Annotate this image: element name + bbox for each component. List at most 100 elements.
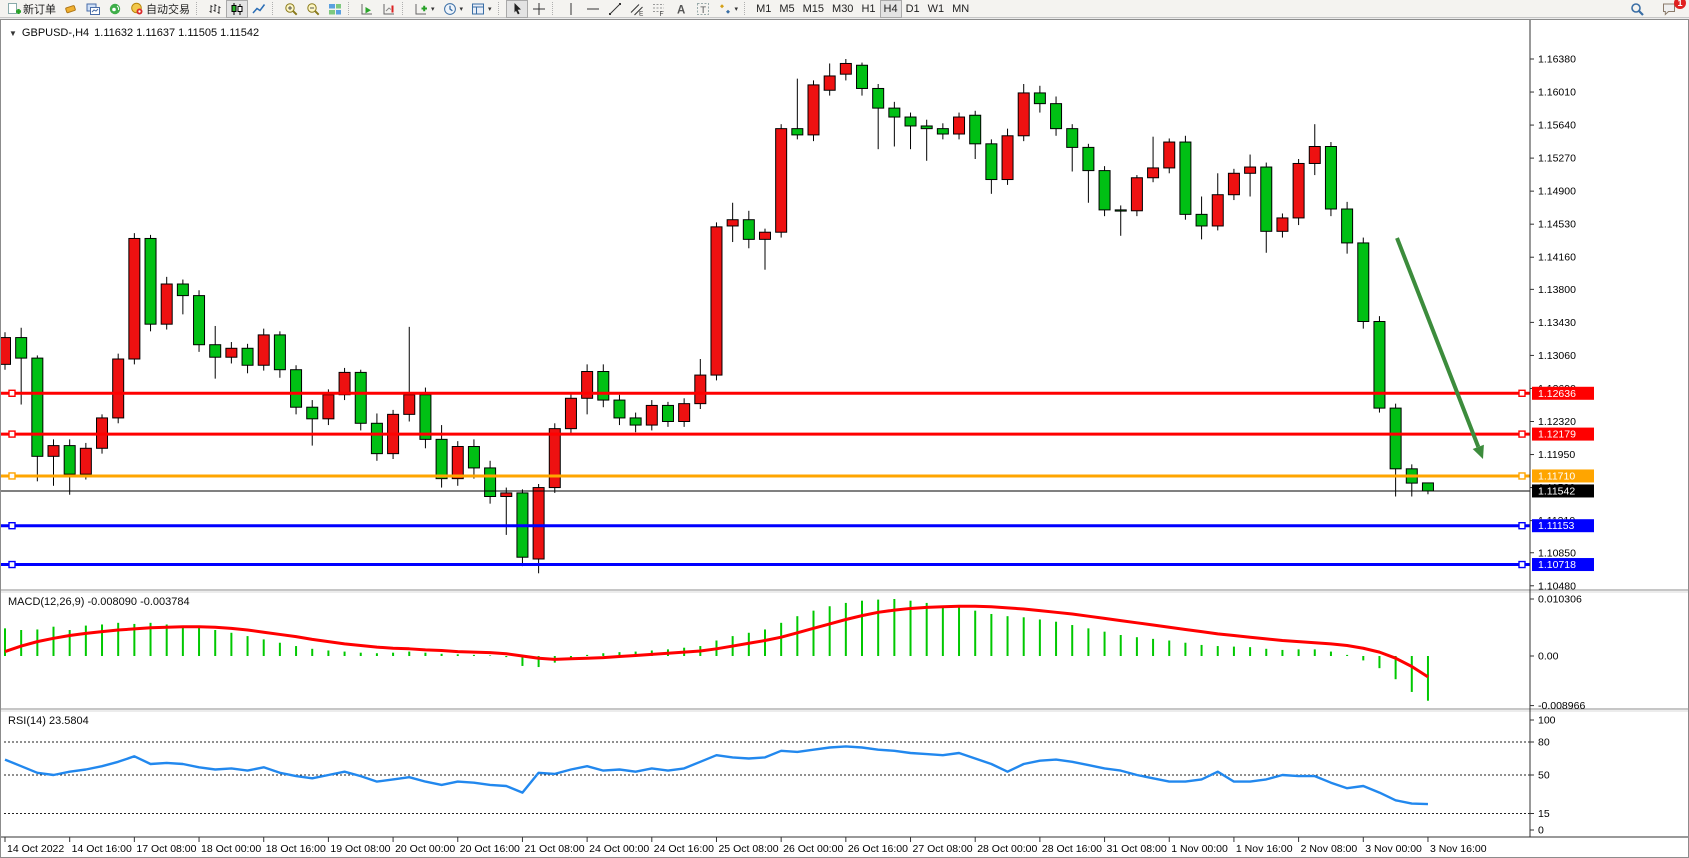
text-a-icon: A	[677, 4, 685, 16]
rsi-axis-label: 100	[1538, 715, 1556, 727]
timeframe-mn[interactable]: MN	[948, 0, 973, 18]
symbol-dropdown-icon[interactable]: ▼	[9, 28, 17, 38]
bar-chart-button[interactable]	[204, 0, 226, 18]
candle	[888, 101, 901, 147]
candle	[645, 400, 658, 431]
candle-series	[1, 59, 1434, 574]
timeframe-m15[interactable]: M15	[799, 0, 828, 18]
price-line-label: 1.12179	[1532, 427, 1594, 441]
price-axis-label: 1.15270	[1538, 153, 1576, 165]
arrows-button[interactable]: ▾	[714, 0, 743, 18]
candle	[936, 123, 949, 140]
line-handle[interactable]	[1518, 560, 1526, 569]
auto-scroll-button[interactable]	[356, 0, 378, 18]
horizontal-line-object[interactable]	[1, 430, 1530, 438]
chart-shift-button[interactable]	[378, 0, 400, 18]
text-button[interactable]: A	[670, 0, 692, 18]
timeframe-m5[interactable]: M5	[775, 0, 798, 18]
zoom-out-button[interactable]	[302, 0, 324, 18]
horizontal-line-object[interactable]	[1, 389, 1530, 397]
trend-arrow-annotation[interactable]	[1395, 237, 1484, 459]
notifications-button[interactable]: 1	[1658, 0, 1686, 18]
macd-indicator-label: MACD(12,26,9) -0.008090 -0.003784	[8, 596, 190, 608]
candlestick-chart-button[interactable]	[226, 0, 248, 18]
line-handle[interactable]	[1518, 389, 1526, 397]
timeframe-h4[interactable]: H4	[879, 0, 902, 18]
autotrading-button[interactable]: 自动交易	[126, 0, 194, 18]
candle	[273, 331, 286, 378]
cursor-button[interactable]	[505, 0, 528, 18]
horizontal-line-object[interactable]	[1, 472, 1530, 480]
search-button[interactable]	[1626, 0, 1648, 18]
sound-button[interactable]	[104, 0, 126, 18]
equidistant-channel-button[interactable]: E	[626, 0, 648, 18]
line-handle[interactable]	[8, 472, 16, 480]
candle	[1324, 142, 1337, 217]
vline-icon	[570, 2, 572, 15]
periods-button[interactable]: ▾	[439, 0, 468, 18]
candle	[112, 353, 125, 424]
chart-windows-button[interactable]	[82, 0, 104, 18]
candle	[758, 228, 771, 270]
line-handle[interactable]	[8, 560, 16, 569]
line-handle[interactable]	[8, 389, 16, 397]
line-handle[interactable]	[8, 521, 16, 530]
clock-icon	[443, 2, 456, 15]
price-axis-label: 1.13800	[1538, 284, 1576, 296]
line-handle[interactable]	[1518, 430, 1526, 438]
zoom-in-button[interactable]	[280, 0, 302, 18]
candle	[985, 139, 998, 194]
timeframe-m1[interactable]: M1	[752, 0, 775, 18]
candle	[31, 355, 44, 482]
price-line-label: 1.12636	[1532, 386, 1594, 400]
horizontal-line-button[interactable]	[582, 0, 604, 18]
text-label-button[interactable]: T	[692, 0, 714, 18]
horizontal-line-object[interactable]	[1, 560, 1530, 569]
macd-axis-label: 0.00	[1538, 651, 1559, 663]
timeframe-d1[interactable]: D1	[902, 0, 924, 18]
timeframe-h1[interactable]: H1	[857, 0, 879, 18]
trendline-button[interactable]	[604, 0, 626, 18]
macd-axis-label: 0.010306	[1538, 594, 1582, 606]
main-chart-plot-area[interactable]	[1, 20, 1530, 590]
toolbar-separator	[272, 2, 277, 15]
vertical-line-button[interactable]	[560, 0, 582, 18]
price-axis-label: 1.16010	[1538, 87, 1576, 99]
timeframe-w1[interactable]: W1	[924, 0, 949, 18]
time-axis-label: 27 Oct 08:00	[913, 843, 973, 855]
templates-button[interactable]: ▾	[467, 0, 496, 18]
cursor-icon	[514, 2, 521, 14]
line-icon	[252, 3, 266, 13]
line-handle[interactable]	[1518, 472, 1526, 480]
time-axis-label: 21 Oct 08:00	[524, 843, 584, 855]
line-handle[interactable]	[8, 430, 16, 438]
svg-text:F: F	[659, 11, 663, 16]
candle	[370, 413, 383, 461]
time-axis-label: 1 Nov 16:00	[1236, 843, 1293, 855]
candle	[1, 332, 11, 370]
crosshair-button[interactable]	[528, 0, 550, 18]
candle	[128, 233, 141, 365]
fibonacci-button[interactable]: F	[648, 0, 670, 18]
main-toolbar: 新订单 自动交易 ▾ ▾ ▾ E F A T ▾ M1 M5 M15 M30 H1 H4 D1 W1 MN 1	[0, 0, 1689, 18]
svg-text:1.10718: 1.10718	[1538, 559, 1576, 571]
timeframe-m30[interactable]: M30	[828, 0, 857, 18]
time-axis-label: 26 Oct 16:00	[848, 843, 908, 855]
rsi-axis-label: 80	[1538, 737, 1550, 749]
eraser-button[interactable]	[60, 0, 82, 18]
candle	[144, 234, 157, 332]
chart-canvas[interactable]: 1.16380 1.16010 1.15640 1.15270 1.14900 1.145…	[1, 20, 1688, 857]
candle	[726, 202, 739, 243]
indicators-button[interactable]: ▾	[410, 0, 439, 18]
line-handle[interactable]	[1518, 521, 1526, 530]
price-axis-label: 1.12320	[1538, 416, 1576, 428]
time-axis-label: 20 Oct 00:00	[395, 843, 455, 855]
candle	[15, 327, 28, 405]
new-order-button[interactable]: 新订单	[3, 0, 60, 18]
horizontal-line-object[interactable]	[1, 521, 1530, 530]
hline-icon	[586, 8, 599, 9]
candle	[1260, 162, 1273, 253]
line-chart-button[interactable]	[248, 0, 270, 18]
time-axis-label: 24 Oct 16:00	[654, 843, 714, 855]
tile-windows-button[interactable]	[324, 0, 346, 18]
